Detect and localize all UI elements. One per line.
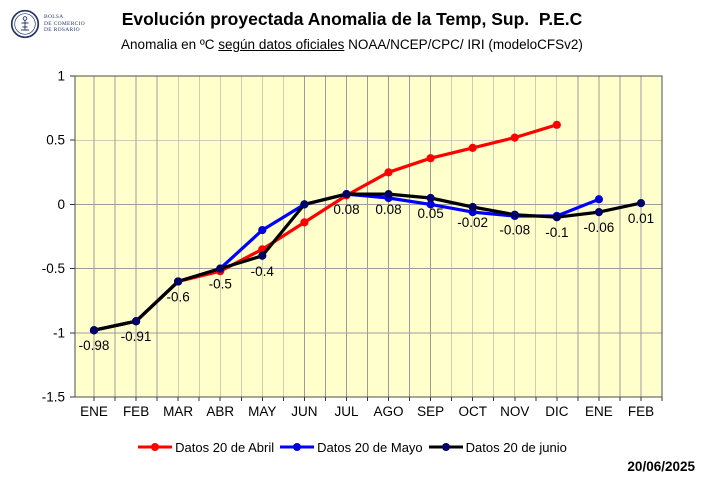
subtitle-pre: Anomalia en ºC <box>121 37 219 52</box>
legend-item-junio: Datos 20 de junio <box>428 440 567 455</box>
x-axis-label: MAR <box>163 404 193 419</box>
x-axis-label: FEB <box>628 404 654 419</box>
data-point-label: -0.5 <box>209 277 232 292</box>
y-axis-label: -1.5 <box>42 390 65 405</box>
x-axis-label: FEB <box>123 404 149 419</box>
logo-text: BOLSA DE COMERCIO DE ROSARIO <box>44 14 85 34</box>
data-point <box>300 218 309 227</box>
data-point-label: -0.91 <box>121 329 152 344</box>
x-axis-label: JUN <box>291 404 317 419</box>
data-point <box>636 199 646 208</box>
data-point-label: -0.08 <box>499 223 530 238</box>
logo-text-line1: BOLSA <box>44 14 64 21</box>
plot-frame <box>74 75 663 398</box>
data-point-label: -0.6 <box>167 289 190 304</box>
data-point <box>594 208 604 217</box>
y-axis-label: -1 <box>53 325 65 340</box>
data-point <box>552 120 561 129</box>
data-point-label: -0.4 <box>251 264 275 279</box>
subtitle-underlined: según datos oficiales <box>218 37 345 52</box>
legend-item-abril: Datos 20 de Abril <box>137 440 274 455</box>
data-point <box>342 190 351 199</box>
data-point <box>258 225 267 235</box>
subtitle-post: NOAA/NCEP/CPC/ IRI (modeloCFSv2) <box>344 37 583 52</box>
x-axis-label: OCT <box>458 404 487 419</box>
y-axis-label: 1 <box>57 69 65 84</box>
data-point <box>258 251 267 260</box>
legend-item-mayo: Datos 20 de Mayo <box>279 440 423 455</box>
chart-plot: 1 0.5 0 -0.5 -1 -1.5 ENE FEB MAR ABR MAY JUN JUL AGO S… <box>42 69 663 419</box>
x-axis-label: JUL <box>334 404 358 419</box>
x-axis-label: MAY <box>248 404 276 419</box>
x-axis-label: DIC <box>545 404 569 419</box>
y-axis-label: 0 <box>57 197 65 212</box>
logo-text-line2: DE COMERCIO <box>44 20 86 27</box>
bolsa-logo: BOLSA DE COMERCIO DE ROSARIO <box>10 9 85 39</box>
x-axis-label: NOV <box>500 404 529 419</box>
page-subtitle: Anomalia en ºC según datos oficiales NOA… <box>0 37 704 52</box>
data-point <box>468 202 477 212</box>
data-point <box>384 168 393 177</box>
bolsa-emblem-icon <box>10 9 40 39</box>
data-point <box>89 326 99 335</box>
data-point-label: -0.02 <box>457 215 488 230</box>
y-axis-label: 0.5 <box>46 133 65 148</box>
data-point <box>510 210 519 219</box>
legend-label-mayo: Datos 20 de Mayo <box>317 439 423 455</box>
legend-label-abril: Datos 20 de Abril <box>175 439 275 455</box>
data-point-label: 0.05 <box>417 206 443 221</box>
data-point-label: -0.98 <box>79 338 110 353</box>
data-point <box>552 213 561 222</box>
x-axis-label: ENE <box>80 404 108 419</box>
data-point <box>426 193 435 203</box>
data-point <box>300 200 309 209</box>
legend-marker-red-line-icon <box>138 443 173 451</box>
data-point <box>468 143 477 153</box>
legend-marker-black-line-icon <box>428 443 463 451</box>
plot-area <box>75 76 662 397</box>
legend-label-junio: Datos 20 de junio <box>465 439 567 455</box>
report-date: 20/06/2025 <box>627 459 695 474</box>
data-point <box>384 190 393 199</box>
data-point-label: -0.06 <box>584 220 615 235</box>
data-point <box>131 317 141 326</box>
data-point-label: -0.1 <box>545 225 568 240</box>
y-axis-label: -0.5 <box>42 261 65 276</box>
data-point <box>174 277 183 286</box>
data-point <box>216 264 225 273</box>
series-line <box>92 192 643 332</box>
chart-legend: Datos 20 de Abril Datos 20 de Mayo Datos… <box>0 437 704 457</box>
logo-text-line3: DE ROSARIO <box>44 27 80 34</box>
data-point-label: 0.08 <box>375 202 401 217</box>
legend-marker-blue-line-icon <box>280 443 315 451</box>
data-point <box>426 200 435 209</box>
data-point <box>510 133 519 142</box>
data-point <box>426 154 435 163</box>
data-point <box>594 195 604 204</box>
page-title: Evolución proyectada Anomalia de la Temp… <box>121 9 583 29</box>
data-point-label: 0.08 <box>333 202 359 217</box>
x-axis-label: AGO <box>374 404 404 419</box>
x-axis-label: SEP <box>417 404 444 419</box>
x-axis-label: ENE <box>585 404 613 419</box>
data-point-label: 0.01 <box>628 211 654 226</box>
x-axis-label: ABR <box>206 404 234 419</box>
